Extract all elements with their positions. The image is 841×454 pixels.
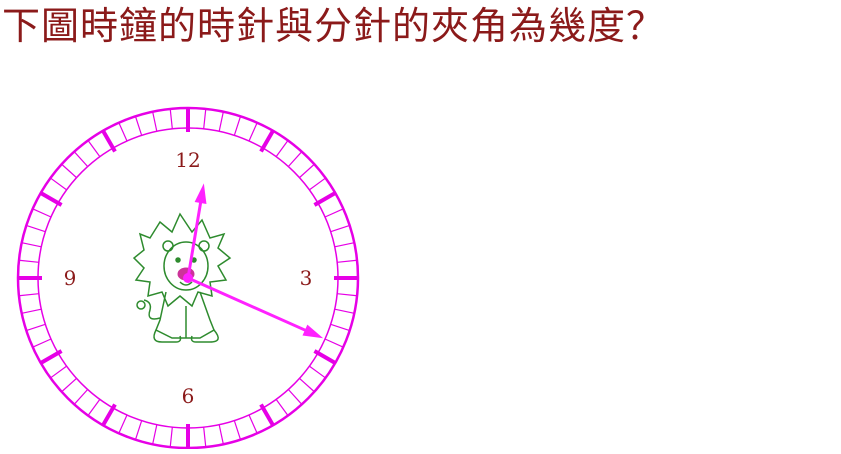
minute-tick [275, 140, 289, 158]
hour-tick [39, 191, 63, 207]
minute-tick [87, 398, 101, 416]
minute-tick [308, 177, 326, 191]
minute-tick [275, 398, 289, 416]
minute-tick [233, 420, 242, 440]
minute-tick [134, 116, 143, 136]
hour-tick [259, 403, 275, 427]
clock-number-12: 12 [175, 148, 200, 172]
minute-tick [21, 308, 42, 314]
minute-tick [203, 427, 207, 448]
minute-tick [287, 389, 303, 405]
hour-tick [101, 403, 117, 427]
minute-tick [330, 323, 350, 332]
minute-tick [152, 424, 158, 445]
minute-tick [203, 108, 207, 129]
clock-face: 12 3 6 9 [16, 106, 360, 450]
hour-hand-arrowhead [194, 183, 207, 205]
minute-tick [134, 420, 143, 440]
minute-tick [118, 122, 128, 142]
minute-tick [248, 414, 258, 434]
lion-illustration [132, 212, 232, 343]
minute-tick [330, 224, 350, 233]
minute-tick [334, 242, 355, 248]
minute-tick [169, 108, 173, 129]
hour-tick [39, 349, 63, 365]
minute-tick [18, 259, 39, 263]
minute-tick [233, 116, 242, 136]
hour-tick [313, 349, 337, 365]
minute-hand [186, 276, 307, 332]
minute-tick [218, 424, 224, 445]
minute-tick [61, 163, 77, 179]
clock-number-9: 9 [64, 266, 77, 290]
minute-tick [21, 242, 42, 248]
minute-tick [337, 293, 358, 297]
hour-hand [186, 201, 203, 280]
minute-tick [337, 259, 358, 263]
minute-tick [334, 308, 355, 314]
minute-tick [299, 163, 315, 179]
minute-tick [87, 140, 101, 158]
minute-tick [50, 177, 68, 191]
minute-tick [61, 377, 77, 393]
minute-tick [32, 338, 52, 348]
minute-tick [308, 365, 326, 379]
clock-numbers: 12 3 6 9 [64, 148, 313, 408]
minute-tick [169, 427, 173, 448]
minute-tick [299, 377, 315, 393]
minute-tick [324, 338, 344, 348]
minute-tick [118, 414, 128, 434]
hour-tick [259, 129, 275, 153]
clock-number-3: 3 [300, 266, 313, 290]
minute-tick [152, 111, 158, 132]
minute-tick [287, 151, 303, 167]
minute-tick [73, 151, 89, 167]
clock-center-pin [183, 273, 193, 283]
minute-tick [32, 208, 52, 218]
clock-number-6: 6 [182, 384, 195, 408]
minute-tick [324, 208, 344, 218]
question-title: 下圖時鐘的時針與分針的夾角為幾度？ [2, 4, 666, 48]
minute-tick [26, 323, 46, 332]
minute-tick [50, 365, 68, 379]
lion-mane [132, 212, 232, 308]
hour-tick [313, 191, 337, 207]
minute-tick [26, 224, 46, 233]
minute-tick [73, 389, 89, 405]
minute-hand-arrowhead [302, 324, 324, 339]
minute-tick [218, 111, 224, 132]
minute-tick [248, 122, 258, 142]
clock-hands [183, 183, 324, 339]
clock: 12 3 6 9 [0, 90, 380, 450]
hour-tick [101, 129, 117, 153]
minute-tick [18, 293, 39, 297]
clock-ticks [16, 106, 360, 450]
